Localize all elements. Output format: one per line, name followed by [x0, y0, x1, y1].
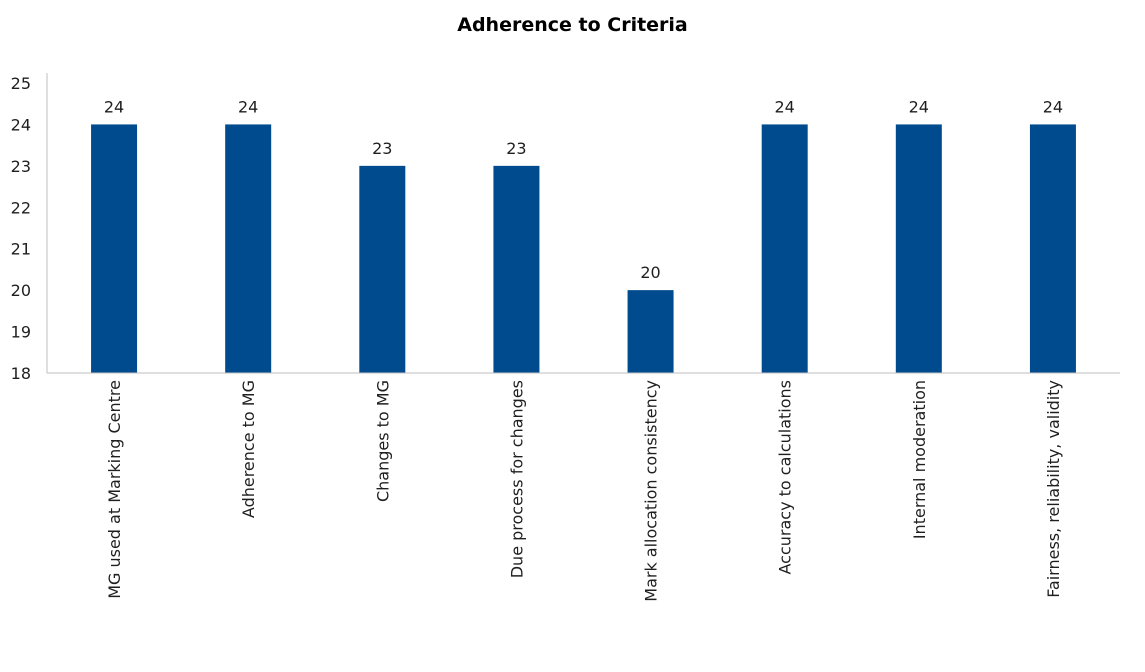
y-axis-ticks: 18 19 20 21 22 23 24 25 — [11, 74, 31, 383]
category-label: Internal moderation — [910, 380, 929, 539]
category-label: Fairness, reliability, validity — [1044, 380, 1063, 598]
data-label: 20 — [640, 263, 660, 282]
y-tick-label: 25 — [11, 74, 31, 93]
category-label: MG used at Marking Centre — [105, 380, 124, 599]
y-tick-label: 19 — [11, 323, 31, 342]
data-label: 24 — [238, 97, 258, 116]
y-tick-label: 18 — [11, 364, 31, 383]
chart-title: Adherence to Criteria — [457, 14, 688, 36]
y-tick-label: 21 — [11, 240, 31, 259]
data-label: 24 — [909, 97, 929, 116]
bar — [225, 124, 272, 373]
bar — [627, 290, 674, 373]
x-axis-labels: MG used at Marking Centre Adherence to MG… — [105, 380, 1063, 602]
data-label: 24 — [775, 97, 795, 116]
bar — [91, 124, 138, 373]
bar — [1029, 124, 1076, 373]
bar — [761, 124, 808, 373]
y-tick-label: 22 — [11, 198, 31, 217]
category-label: Due process for changes — [507, 380, 526, 578]
category-label: Changes to MG — [373, 380, 392, 502]
data-label: 23 — [372, 139, 392, 158]
bar — [359, 165, 406, 373]
data-labels: 24 24 23 23 20 24 24 24 — [104, 97, 1063, 282]
data-label: 24 — [1043, 97, 1063, 116]
bar — [493, 165, 540, 373]
category-label: Adherence to MG — [239, 380, 258, 518]
bar — [895, 124, 942, 373]
category-label: Accuracy to calculations — [776, 380, 795, 575]
data-label: 24 — [104, 97, 124, 116]
y-tick-label: 24 — [11, 115, 31, 134]
data-label: 23 — [506, 139, 526, 158]
y-tick-label: 23 — [11, 157, 31, 176]
y-tick-label: 20 — [11, 281, 31, 300]
category-label: Mark allocation consistency — [642, 380, 661, 602]
bars — [91, 124, 1076, 373]
